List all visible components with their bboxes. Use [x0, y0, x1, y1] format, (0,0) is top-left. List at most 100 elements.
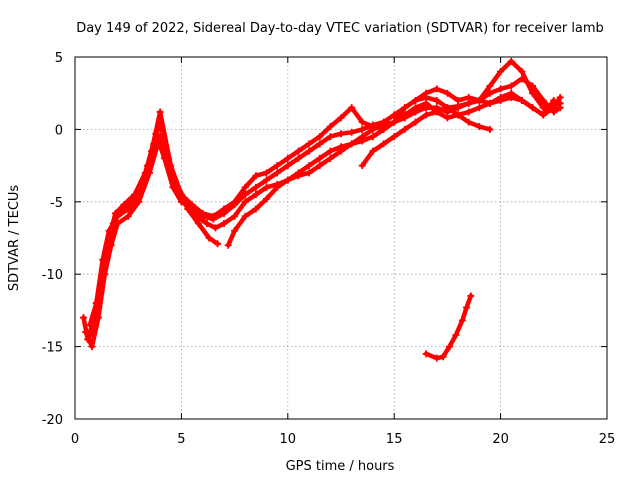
data-point [326, 123, 334, 131]
data-point [507, 82, 515, 90]
series-track-4 [86, 118, 222, 329]
y-tick-label: 0 [55, 123, 63, 138]
data-layer [80, 57, 564, 362]
data-point [135, 198, 143, 206]
data-point [273, 169, 281, 177]
data-point [99, 270, 107, 278]
data-point [358, 162, 366, 170]
data-point [211, 224, 219, 232]
data-point [214, 240, 222, 248]
data-point [111, 209, 119, 217]
data-point [305, 140, 313, 148]
data-point [454, 96, 462, 104]
data-point [131, 191, 139, 199]
data-point [422, 89, 430, 97]
data-point [105, 234, 113, 242]
data-point [252, 191, 260, 199]
data-point [433, 354, 441, 362]
data-point [518, 67, 526, 75]
data-point [465, 94, 473, 102]
data-point [86, 321, 94, 329]
data-point [305, 169, 313, 177]
data-point [184, 205, 192, 213]
data-point [433, 108, 441, 116]
data-point [263, 176, 271, 184]
data-point [556, 94, 564, 102]
data-point [452, 331, 460, 339]
data-point [454, 104, 462, 112]
data-point [358, 118, 366, 126]
data-point [463, 304, 471, 312]
data-point [443, 89, 451, 97]
data-point [443, 114, 451, 122]
data-point [156, 108, 164, 116]
data-point [263, 169, 271, 177]
data-point [231, 212, 239, 220]
data-point [124, 212, 132, 220]
data-point [529, 82, 537, 90]
y-axis-label: SDTVAR / TECUs [7, 185, 22, 292]
data-point [380, 125, 388, 133]
data-point [401, 104, 409, 112]
data-point [273, 162, 281, 170]
data-point [150, 140, 158, 148]
x-tick-label: 20 [492, 432, 509, 447]
series-track-2 [82, 75, 564, 351]
data-point [369, 147, 377, 155]
data-point [369, 133, 377, 141]
data-point [241, 198, 249, 206]
data-point [390, 118, 398, 126]
data-point [550, 104, 558, 112]
data-point [497, 67, 505, 75]
data-point [205, 234, 213, 242]
data-point [173, 183, 181, 191]
data-point [507, 57, 515, 65]
data-point [465, 118, 473, 126]
series-track-3 [84, 85, 558, 343]
data-point [358, 137, 366, 145]
data-point [401, 111, 409, 119]
x-tick-label: 15 [386, 432, 403, 447]
data-point [188, 201, 196, 209]
data-point [326, 133, 334, 141]
data-point [294, 172, 302, 180]
data-point [486, 82, 494, 90]
data-point [273, 183, 281, 191]
data-point [284, 162, 292, 170]
data-point [465, 108, 473, 116]
data-point [467, 292, 475, 300]
series-track-5 [224, 94, 564, 249]
data-point [475, 104, 483, 112]
data-point [241, 191, 249, 199]
x-tick-label: 5 [177, 432, 185, 447]
grid-layer [75, 57, 607, 419]
x-tick-label: 25 [599, 432, 616, 447]
data-point [294, 154, 302, 162]
data-point [284, 154, 292, 162]
data-point [252, 183, 260, 191]
data-point [518, 96, 526, 104]
tick-layer: 0 5 10 15 20 25 5 0 -5 -10 -15 -20 [42, 51, 616, 447]
data-point [348, 104, 356, 112]
data-point [194, 220, 202, 228]
data-point [80, 314, 88, 322]
data-point [443, 104, 451, 112]
data-point [209, 212, 217, 220]
series-line [87, 119, 220, 328]
data-point [316, 154, 324, 162]
data-point [556, 104, 564, 112]
data-point [390, 111, 398, 119]
data-point [433, 85, 441, 93]
data-point [124, 205, 132, 213]
data-point [305, 147, 313, 155]
data-point [458, 317, 466, 325]
data-point [294, 147, 302, 155]
data-point [518, 75, 526, 83]
data-point [305, 162, 313, 170]
data-point [486, 125, 494, 133]
data-point [422, 111, 430, 119]
data-point [348, 128, 356, 136]
data-point [263, 183, 271, 191]
data-point [84, 335, 92, 343]
